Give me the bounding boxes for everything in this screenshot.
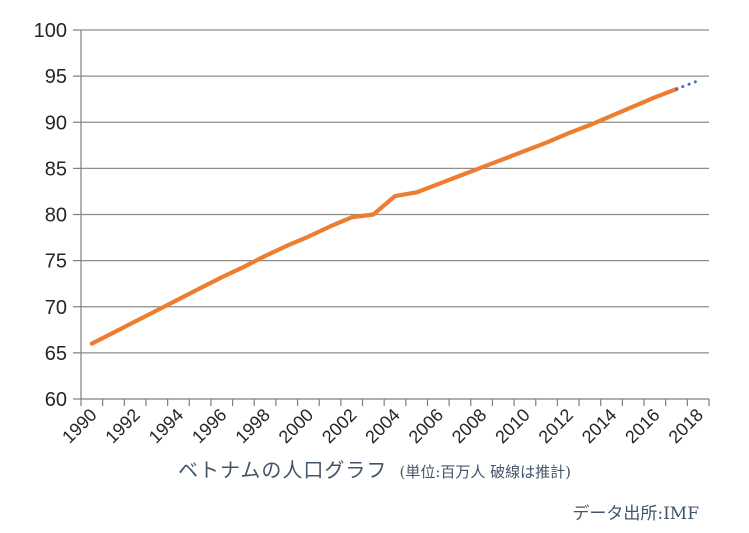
x-axis-tick-label: 1994 (145, 405, 187, 447)
chart-title-main: ベトナムの人口グラフ (177, 458, 388, 482)
y-axis-tick-label: 100 (34, 20, 67, 42)
x-axis-tick-label: 2006 (405, 405, 447, 447)
y-axis-tick-label: 85 (45, 158, 67, 180)
x-axis-tick-label: 1990 (58, 405, 100, 447)
data-source-label: データ出所:IMF (572, 504, 699, 524)
population-estimate-dotted-line (675, 79, 700, 91)
x-axis-tick-label: 2010 (491, 405, 533, 447)
y-axis-tick-label: 90 (45, 112, 67, 134)
x-axis-tick-label: 2002 (318, 405, 360, 447)
x-axis-tick-label: 1996 (188, 405, 230, 447)
x-axis-tick-label: 2014 (578, 405, 620, 447)
x-axis-tick-label: 2000 (275, 405, 317, 447)
population-actual-line (89, 86, 679, 346)
x-axis-tick-label: 2018 (665, 405, 707, 447)
y-axis-tick-label: 70 (45, 297, 67, 319)
y-axis-tick-label: 95 (45, 66, 67, 88)
x-axis-tick-label: 2016 (621, 405, 663, 447)
y-axis-tick-label: 75 (45, 251, 67, 273)
y-axis-tick-label: 80 (45, 205, 67, 227)
x-axis-tick-label: 1992 (102, 405, 144, 447)
x-axis-tick-label: 2004 (361, 405, 403, 447)
chart-title-unit-note: (単位:百万人 破線は推計) (399, 463, 572, 481)
y-axis-tick-label: 65 (45, 343, 67, 365)
x-axis-tick-label: 2012 (535, 405, 577, 447)
x-axis-tick-label: 2008 (448, 405, 490, 447)
x-axis-tick-label: 1998 (231, 405, 273, 447)
chart-title: ベトナムの人口グラフ (単位:百万人 破線は推計) (0, 454, 749, 483)
y-axis-tick-label: 60 (45, 389, 67, 411)
